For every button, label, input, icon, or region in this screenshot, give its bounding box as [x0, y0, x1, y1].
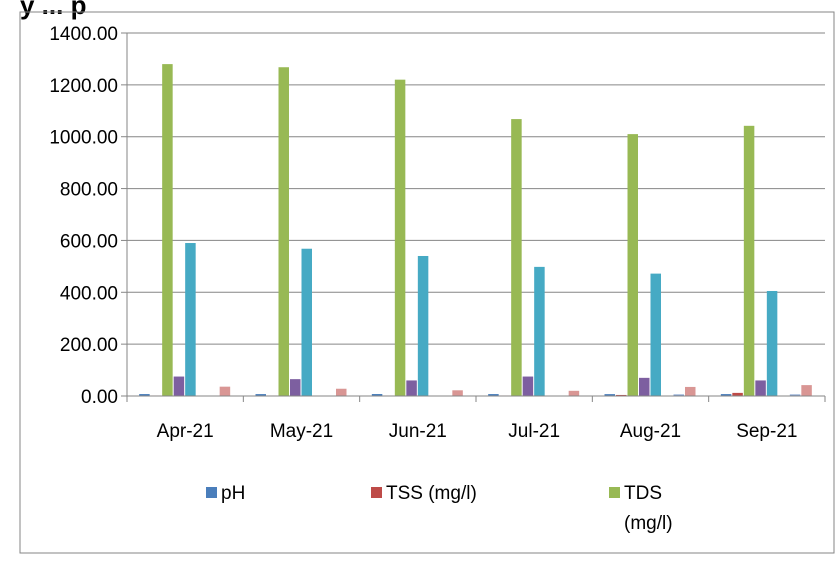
bar: [417, 255, 429, 396]
x-tick-label: Apr-21: [157, 421, 214, 442]
bar: [278, 67, 289, 396]
bar: [185, 243, 196, 396]
bar: [522, 376, 534, 396]
x-axis: Apr-21 May-21 Jun-21 Jul-21 Aug-21 Sep-21: [126, 395, 826, 442]
legend-label: TDS: [624, 483, 662, 504]
gridlines: [127, 32, 825, 397]
bar: [162, 64, 173, 397]
bar: [801, 385, 812, 396]
legend-swatch: [609, 487, 620, 498]
bar: [371, 394, 383, 396]
chart-border: [19, 11, 835, 554]
bar: [139, 394, 150, 396]
y-tick-label: 1400.00: [49, 24, 118, 45]
bar: [301, 248, 312, 396]
bar: [511, 119, 522, 396]
y-tick-label: 600.00: [60, 231, 118, 252]
bar: [488, 394, 499, 396]
bar: [336, 388, 347, 396]
bars: [139, 64, 812, 397]
y-tick-label: 1000.00: [49, 128, 118, 149]
legend-swatch: [371, 487, 382, 498]
legend-swatch: [206, 487, 217, 498]
y-tick-label: 400.00: [60, 283, 118, 304]
x-tick-label: Jul-21: [508, 421, 560, 442]
clipped-title: y ... p: [20, 0, 86, 20]
bar: [685, 386, 696, 396]
y-tick-label: 1200.00: [49, 76, 118, 97]
bar: [732, 392, 743, 396]
bar: [627, 134, 638, 396]
legend-label: (mg/l): [624, 513, 673, 534]
y-axis: 0.00 200.00 400.00 600.00 800.00 1000.00 1200.…: [49, 24, 128, 408]
y-tick-label: 200.00: [60, 335, 118, 356]
bar: [650, 273, 661, 396]
bar: [673, 394, 684, 396]
bar: [452, 390, 463, 396]
legend-label: pH: [221, 483, 245, 504]
bar: [639, 377, 650, 396]
y-tick-label: 0.00: [81, 387, 118, 408]
bar: [604, 394, 615, 396]
y-tick-label: 800.00: [60, 180, 118, 201]
x-tick-label: Aug-21: [620, 421, 681, 442]
x-tick-label: Jun-21: [389, 421, 447, 442]
bar: [219, 386, 231, 396]
legend-label: TSS (mg/l): [386, 483, 477, 504]
bar: [394, 79, 406, 397]
bar: [766, 290, 778, 396]
bar: [173, 376, 185, 396]
bar: [255, 394, 266, 396]
bar: [568, 390, 580, 396]
bar: [789, 394, 801, 396]
bar: [755, 380, 766, 396]
bar: [290, 379, 301, 396]
bar: [534, 266, 545, 396]
x-tick-label: May-21: [270, 421, 333, 442]
legend: pH TSS (mg/l) TDS (mg/l): [206, 483, 673, 534]
bar: [743, 125, 755, 396]
bar: [720, 394, 732, 396]
bar: [616, 394, 627, 396]
x-tick-label: Sep-21: [736, 421, 797, 442]
bar: [406, 380, 417, 396]
